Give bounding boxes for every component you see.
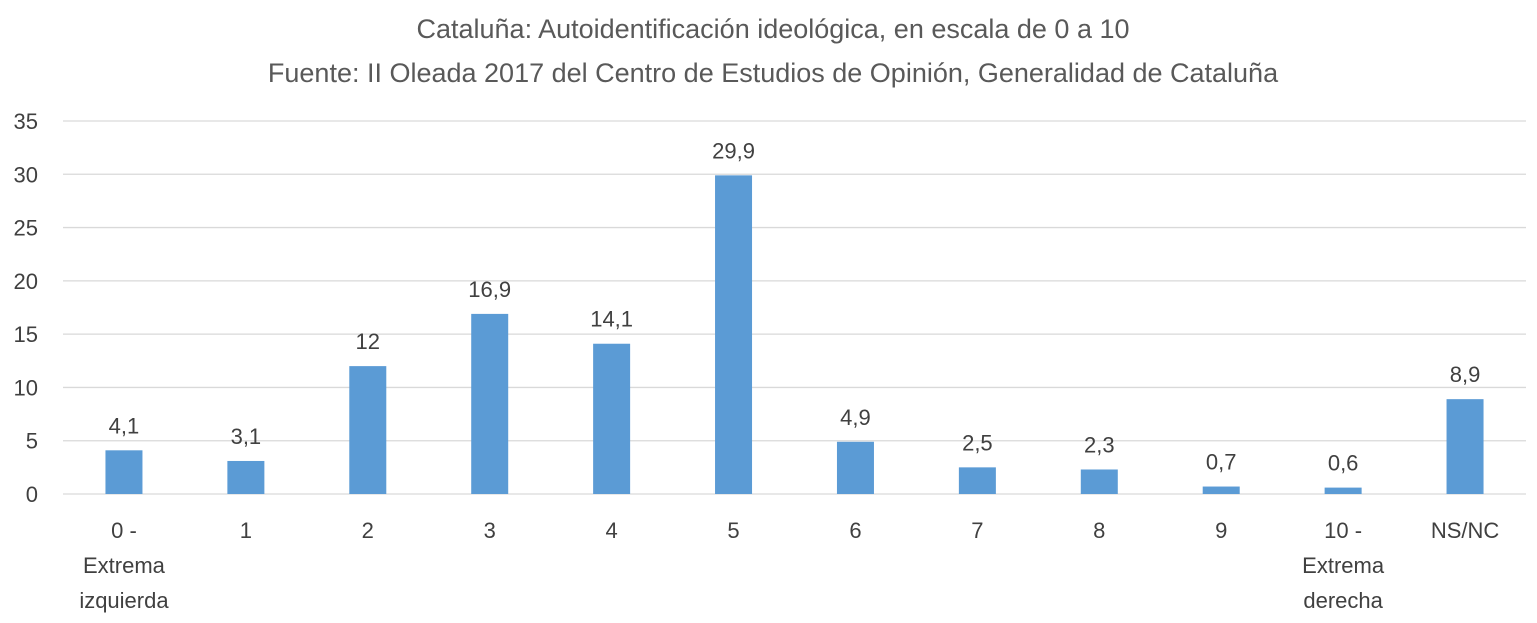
bar-1 xyxy=(227,460,265,494)
bar-0 xyxy=(105,450,143,494)
category-label-4: 4 xyxy=(606,518,618,543)
y-axis-ticks: 0 5 10 15 20 25 30 35 xyxy=(14,109,38,507)
data-label-1: 3,1 xyxy=(231,424,262,449)
category-label-line: 1 xyxy=(240,518,252,543)
y-tick-label-10: 10 xyxy=(14,375,38,400)
bar-4 xyxy=(593,343,631,494)
category-label-3: 3 xyxy=(484,518,496,543)
data-label-2: 12 xyxy=(356,329,380,354)
data-label-7: 2,5 xyxy=(962,430,993,455)
bar-10 xyxy=(1324,487,1362,494)
category-label-line: 4 xyxy=(606,518,618,543)
x-axis-categories: 0 - Extrema izquierda 1 2 3 4 5 6 7 8 9 10 - Extrema d… xyxy=(79,518,1499,613)
chart-title: Cataluña: Autoidentificación ideológica,… xyxy=(416,14,1129,44)
category-label-line: derecha xyxy=(1303,588,1383,613)
data-labels: 4,1 3,1 12 16,9 14,1 29,9 4,9 2,5 2,3 0,7 0,6 8,9 xyxy=(109,138,1481,475)
data-label-8: 2,3 xyxy=(1084,432,1115,457)
category-label-line: 6 xyxy=(849,518,861,543)
gridlines xyxy=(63,120,1526,495)
category-label-line: 9 xyxy=(1215,518,1227,543)
data-label-10: 0,6 xyxy=(1328,451,1359,476)
bar-3 xyxy=(471,313,509,494)
category-label-line: 3 xyxy=(484,518,496,543)
category-label-6: 6 xyxy=(849,518,861,543)
y-tick-label-15: 15 xyxy=(14,322,38,347)
category-label-5: 5 xyxy=(727,518,739,543)
category-label-7: 7 xyxy=(971,518,983,543)
y-tick-label-5: 5 xyxy=(26,429,38,454)
category-label-line: 2 xyxy=(362,518,374,543)
y-tick-label-30: 30 xyxy=(14,162,38,187)
y-tick-label-20: 20 xyxy=(14,269,38,294)
data-label-4: 14,1 xyxy=(590,307,633,332)
data-label-11: 8,9 xyxy=(1450,362,1481,387)
category-label-1: 1 xyxy=(240,518,252,543)
bar-8 xyxy=(1080,469,1118,494)
category-label-line: izquierda xyxy=(79,588,169,613)
category-label-2: 2 xyxy=(362,518,374,543)
bar-9 xyxy=(1202,486,1240,494)
data-label-5: 29,9 xyxy=(712,138,755,163)
category-label-8: 8 xyxy=(1093,518,1105,543)
data-label-0: 4,1 xyxy=(109,413,140,438)
y-tick-label-0: 0 xyxy=(26,482,38,507)
chart-subtitle: Fuente: II Oleada 2017 del Centro de Est… xyxy=(268,58,1279,88)
bar-2 xyxy=(349,366,387,494)
category-label-11: NS/NC xyxy=(1431,518,1500,543)
bar-7 xyxy=(958,467,996,494)
category-label-line: 10 - xyxy=(1324,518,1362,543)
category-label-0: 0 - Extrema izquierda xyxy=(79,518,169,613)
category-label-line: 7 xyxy=(971,518,983,543)
bar-5 xyxy=(715,175,753,494)
data-label-3: 16,9 xyxy=(468,277,511,302)
data-label-9: 0,7 xyxy=(1206,450,1237,475)
category-label-line: NS/NC xyxy=(1431,518,1500,543)
category-label-line: 0 - xyxy=(111,518,137,543)
category-label-line: 8 xyxy=(1093,518,1105,543)
category-label-10: 10 - Extrema derecha xyxy=(1302,518,1385,613)
category-label-9: 9 xyxy=(1215,518,1227,543)
category-label-line: 5 xyxy=(727,518,739,543)
category-label-line: Extrema xyxy=(1302,553,1385,578)
y-tick-label-35: 35 xyxy=(14,109,38,134)
y-tick-label-25: 25 xyxy=(14,216,38,241)
bar-11 xyxy=(1446,399,1484,494)
bars xyxy=(105,175,1484,494)
bar-6 xyxy=(836,441,874,494)
category-label-line: Extrema xyxy=(83,553,166,578)
data-label-6: 4,9 xyxy=(840,405,871,430)
